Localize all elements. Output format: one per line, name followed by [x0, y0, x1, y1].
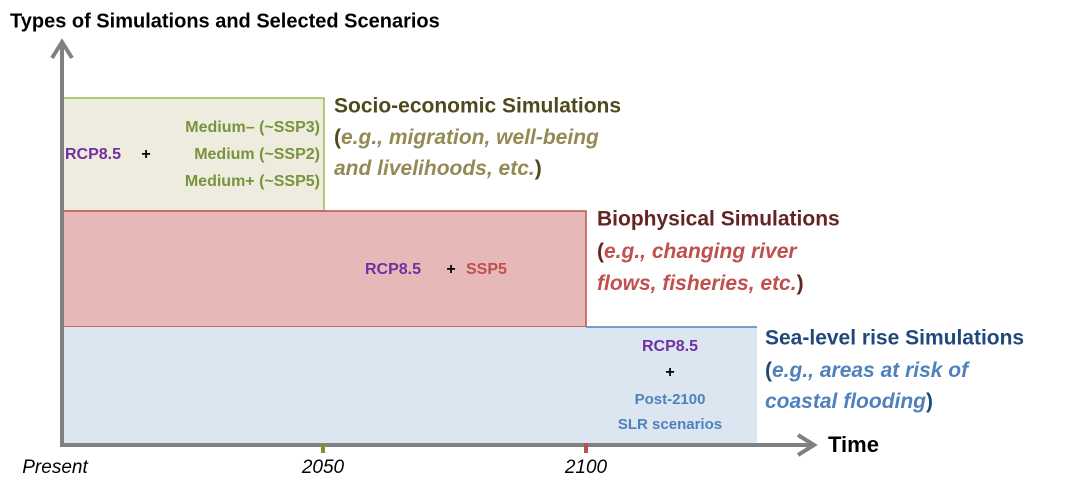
paren: (: [765, 359, 772, 382]
title: Types of Simulations and Selected Scenar…: [10, 10, 440, 32]
note: e.g., migration, well-being: [341, 126, 599, 149]
paren: (: [334, 126, 341, 149]
note: coastal flooding: [765, 390, 926, 413]
note: flows, fisheries, etc.: [597, 272, 797, 295]
box-note: (e.g., changing river: [597, 240, 798, 263]
x-arrow: [796, 433, 818, 457]
tick-label: Present: [22, 457, 88, 478]
plus: +: [665, 364, 674, 381]
scenario: SLR scenarios: [618, 416, 722, 433]
paren: (: [597, 240, 604, 263]
tick-label: 2100: [564, 457, 608, 478]
plus: +: [141, 146, 150, 163]
x-label: Time: [828, 432, 879, 457]
note: e.g., changing river: [604, 240, 798, 263]
box-note: coastal flooding): [765, 390, 933, 413]
box-note: flows, fisheries, etc.): [597, 272, 804, 295]
box-title: Sea-level rise Simulations: [765, 327, 1024, 350]
scenario: Medium+ (~SSP5): [185, 173, 320, 190]
scenario: RCP8.5: [642, 338, 698, 355]
tick-label: 2050: [301, 457, 345, 478]
paren: ): [797, 272, 804, 295]
note: and livelihoods, etc.: [334, 157, 535, 180]
box-title: Biophysical Simulations: [597, 208, 840, 231]
scenario: Post-2100: [635, 391, 706, 408]
paren: ): [926, 390, 933, 413]
sea-box: [62, 327, 757, 443]
note: e.g., areas at risk of: [772, 359, 970, 382]
scenario: RCP8.5: [65, 146, 121, 163]
scenario: Medium– (~SSP3): [185, 119, 320, 136]
box-title: Socio-economic Simulations: [334, 95, 621, 118]
paren: ): [535, 157, 542, 180]
y-arrow: [50, 38, 74, 60]
scenario: Medium (~SSP2): [194, 146, 320, 163]
box-note: (e.g., areas at risk of: [765, 359, 970, 382]
box-note: (e.g., migration, well-being: [334, 126, 599, 149]
scenario: SSP5: [466, 261, 507, 278]
bio-box: [61, 210, 587, 328]
scenario: RCP8.5: [365, 261, 421, 278]
box-note: and livelihoods, etc.): [334, 157, 542, 180]
socio-box: [61, 97, 325, 212]
plus: +: [446, 261, 455, 278]
